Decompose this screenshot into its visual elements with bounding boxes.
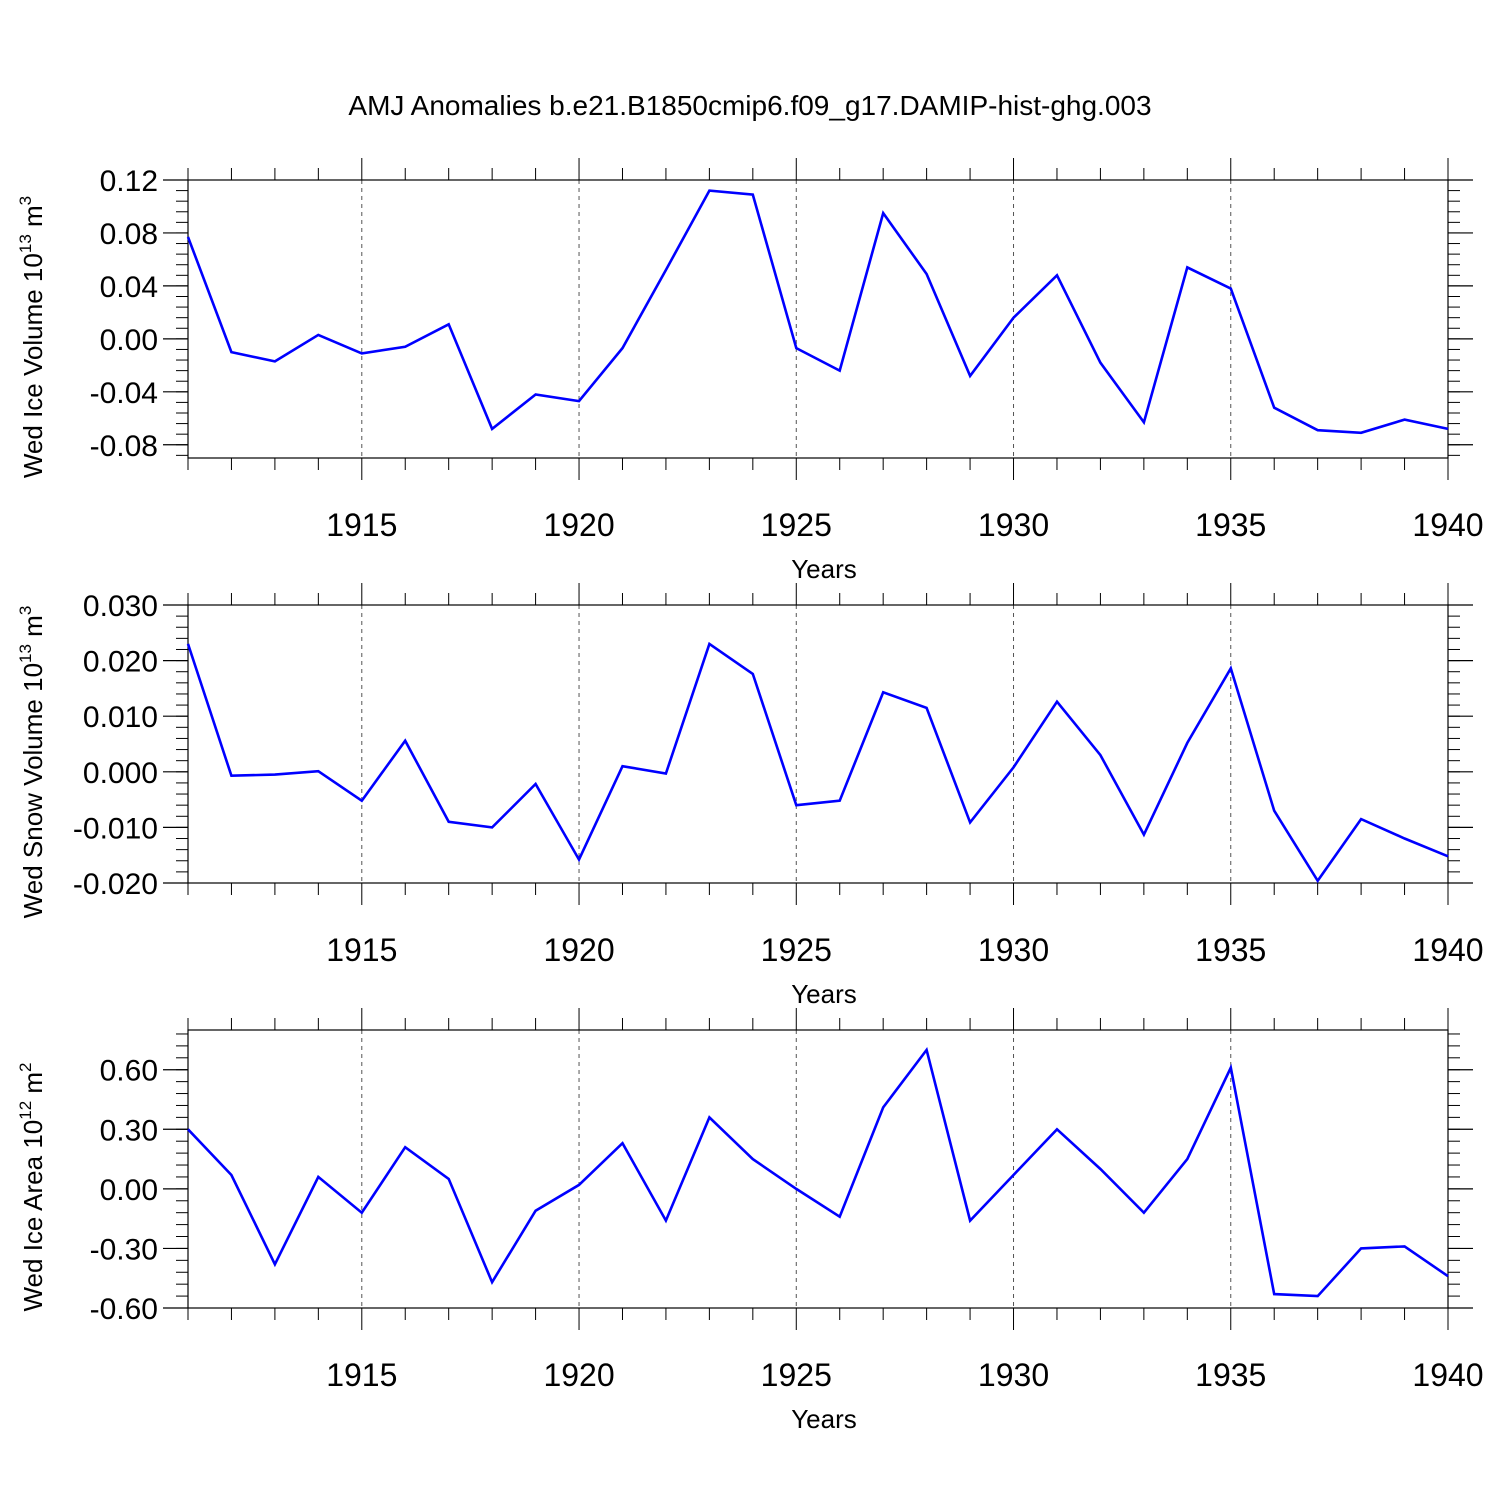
y-axis-label: Wed Snow Volume 1013 m3 [16, 606, 48, 919]
series-line [186, 189, 1449, 435]
y-tick-label: -0.020 [73, 868, 158, 901]
y-tick-label: -0.30 [90, 1233, 158, 1266]
plot-frame [187, 179, 1449, 459]
x-tick-label: 1930 [978, 932, 1049, 968]
y-tick-label: -0.04 [90, 377, 158, 410]
y-tick-label: -0.60 [90, 1293, 158, 1326]
x-tick-label: 1930 [978, 1357, 1049, 1393]
y-tick-label: 0.60 [100, 1055, 158, 1088]
y-tick-label: 0.000 [83, 757, 158, 790]
x-axis-label: Years [791, 554, 857, 584]
plot-frame [187, 1029, 1449, 1309]
series-line [187, 1046, 1449, 1298]
chart-panel-3: -0.60 -0.30 0.00 0.30 0.60 1915 1920 1925 1930 19… [16, 1008, 1484, 1434]
y-tick-label: 0.08 [100, 218, 158, 251]
y-tick-label: 0.010 [83, 701, 158, 734]
y-tick-label: 0.030 [83, 590, 158, 623]
x-tick-label: 1920 [543, 1357, 614, 1393]
x-tick-label: 1915 [326, 932, 397, 968]
chart-panel-2: -0.020 -0.010 0.000 0.010 0.020 0.030 1915 1920… [16, 583, 1484, 1009]
series-line [186, 641, 1449, 884]
x-axis-label: Years [791, 979, 857, 1009]
y-tick-label: -0.08 [90, 430, 158, 463]
y-tick-label: 0.020 [83, 646, 158, 679]
chart-title: AMJ Anomalies b.e21.B1850cmip6.f09_g17.D… [348, 90, 1151, 121]
y-tick-label: 0.04 [100, 271, 158, 304]
x-tick-label: 1940 [1412, 507, 1483, 543]
y-tick-label: -0.010 [73, 812, 158, 845]
x-tick-label: 1935 [1195, 932, 1266, 968]
x-tick-label: 1935 [1195, 1357, 1266, 1393]
y-tick-label: 0.30 [100, 1114, 158, 1147]
x-tick-label: 1920 [543, 932, 614, 968]
x-tick-label: 1915 [326, 1357, 397, 1393]
y-axis-label: Wed Ice Area 1012 m2 [16, 1062, 48, 1311]
x-axis-label: Years [791, 1404, 857, 1434]
x-tick-label: 1925 [761, 1357, 832, 1393]
x-tick-label: 1925 [761, 507, 832, 543]
x-tick-label: 1940 [1412, 1357, 1483, 1393]
plot-frame [187, 604, 1449, 884]
y-tick-label: 0.00 [100, 1174, 158, 1207]
x-tick-label: 1930 [978, 507, 1049, 543]
chart-panel-1: -0.08 -0.04 0.00 0.04 0.08 0.12 1915 1920 1925 19… [16, 158, 1484, 584]
x-tick-label: 1925 [761, 932, 832, 968]
x-tick-label: 1940 [1412, 932, 1483, 968]
x-tick-label: 1915 [326, 507, 397, 543]
x-tick-label: 1920 [543, 507, 614, 543]
x-tick-label: 1935 [1195, 507, 1266, 543]
y-tick-label: 0.00 [100, 324, 158, 357]
y-tick-label: 0.12 [100, 165, 158, 198]
y-axis-label: Wed Ice Volume 1013 m3 [16, 196, 48, 478]
